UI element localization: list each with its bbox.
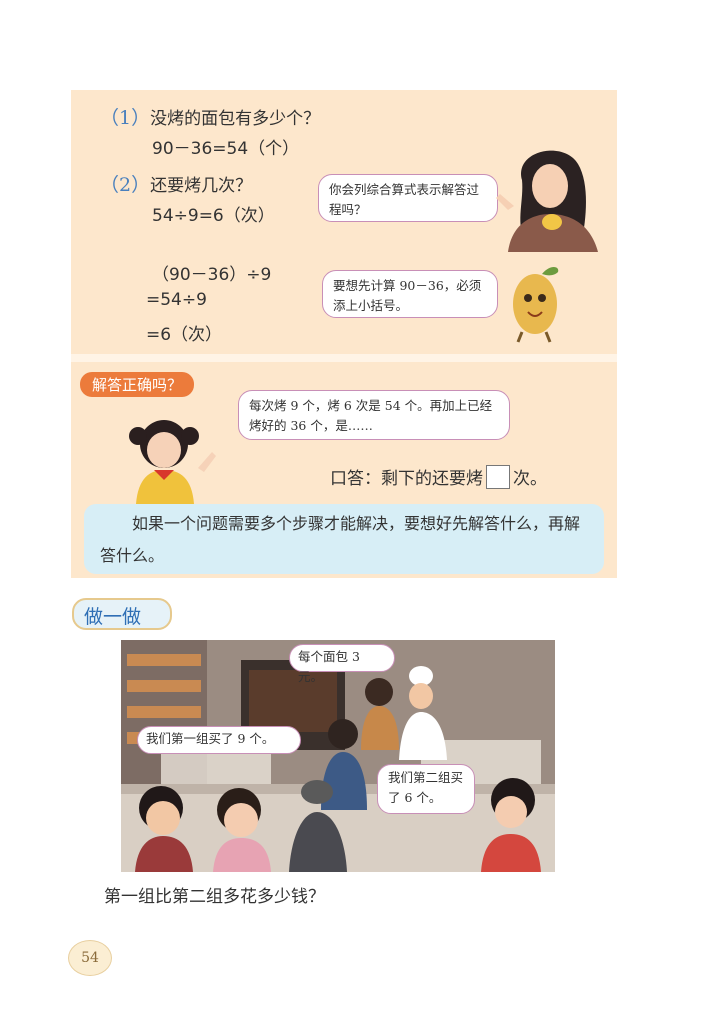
step2-line: （2）还要烤几次？ bbox=[100, 170, 252, 197]
step2-number: （2） bbox=[100, 174, 151, 196]
practice-question: 第一组比第二组多花多少钱？ bbox=[104, 887, 325, 907]
oral-answer-prefix: 口答：剩下的还要烤 bbox=[330, 469, 483, 489]
baker-speech-text: 每个面包 3 元。 bbox=[298, 649, 360, 684]
girl-illustration bbox=[129, 420, 216, 504]
step2-equation: 54÷9=6（次） bbox=[152, 206, 275, 226]
combined-line-2: =54÷9 bbox=[146, 290, 207, 310]
teacher-speech-bubble: 你会列综合算式表示解答过程吗？ bbox=[318, 174, 498, 222]
oral-answer-suffix: 次。 bbox=[513, 469, 547, 489]
step1-number: （1） bbox=[100, 107, 151, 129]
answer-blank-box[interactable] bbox=[486, 465, 510, 489]
step1-question: 没烤的面包有多少个？ bbox=[150, 109, 321, 129]
practice-header-tag: 做一做 bbox=[72, 598, 172, 630]
group2-speech-text: 我们第二组买了 6 个。 bbox=[388, 770, 464, 805]
step1-equation: 90－36=54（个） bbox=[152, 139, 300, 159]
group1-speech-text: 我们第一组买了 9 个。 bbox=[146, 731, 275, 746]
teacher-illustration bbox=[496, 150, 598, 252]
bakery-scene-illustration: 每个面包 3 元。 我们第一组买了 9 个。 我们第二组买了 6 个。 bbox=[121, 640, 555, 872]
girl-speech-text: 每次烤 9 个，烤 6 次是 54 个。再加上已经烤好的 36 个，是…… bbox=[249, 398, 493, 433]
summary-box: 如果一个问题需要多个步骤才能解决，要想好先解答什么，再解答什么。 bbox=[84, 504, 604, 574]
teacher-speech-text: 你会列综合算式表示解答过程吗？ bbox=[329, 182, 480, 217]
summary-text: 如果一个问题需要多个步骤才能解决，要想好先解答什么，再解答什么。 bbox=[100, 514, 581, 565]
panel-divider bbox=[71, 354, 617, 362]
combined-line-1: （90－36）÷9 bbox=[152, 265, 272, 285]
girl-speech-bubble: 每次烤 9 个，烤 6 次是 54 个。再加上已经烤好的 36 个，是…… bbox=[238, 390, 510, 440]
group1-speech-bubble: 我们第一组买了 9 个。 bbox=[137, 726, 301, 754]
potato-mascot-illustration bbox=[513, 267, 559, 343]
step1-line: （1）没烤的面包有多少个？ bbox=[100, 103, 320, 130]
check-answer-tag: 解答正确吗？ bbox=[80, 372, 195, 397]
group2-speech-bubble: 我们第二组买了 6 个。 bbox=[377, 764, 475, 814]
potato-speech-bubble: 要想先计算 90－36，必须添上小括号。 bbox=[322, 270, 498, 318]
bakery-scene-drawing bbox=[121, 640, 555, 872]
potato-speech-text: 要想先计算 90－36，必须添上小括号。 bbox=[333, 278, 482, 313]
combined-line-3: =6（次） bbox=[146, 325, 223, 345]
page-number-badge: 54 bbox=[68, 940, 112, 976]
oral-answer-line: 口答：剩下的还要烤 次。 bbox=[330, 464, 547, 489]
baker-speech-bubble: 每个面包 3 元。 bbox=[289, 644, 395, 684]
step2-question: 还要烤几次？ bbox=[150, 176, 253, 196]
